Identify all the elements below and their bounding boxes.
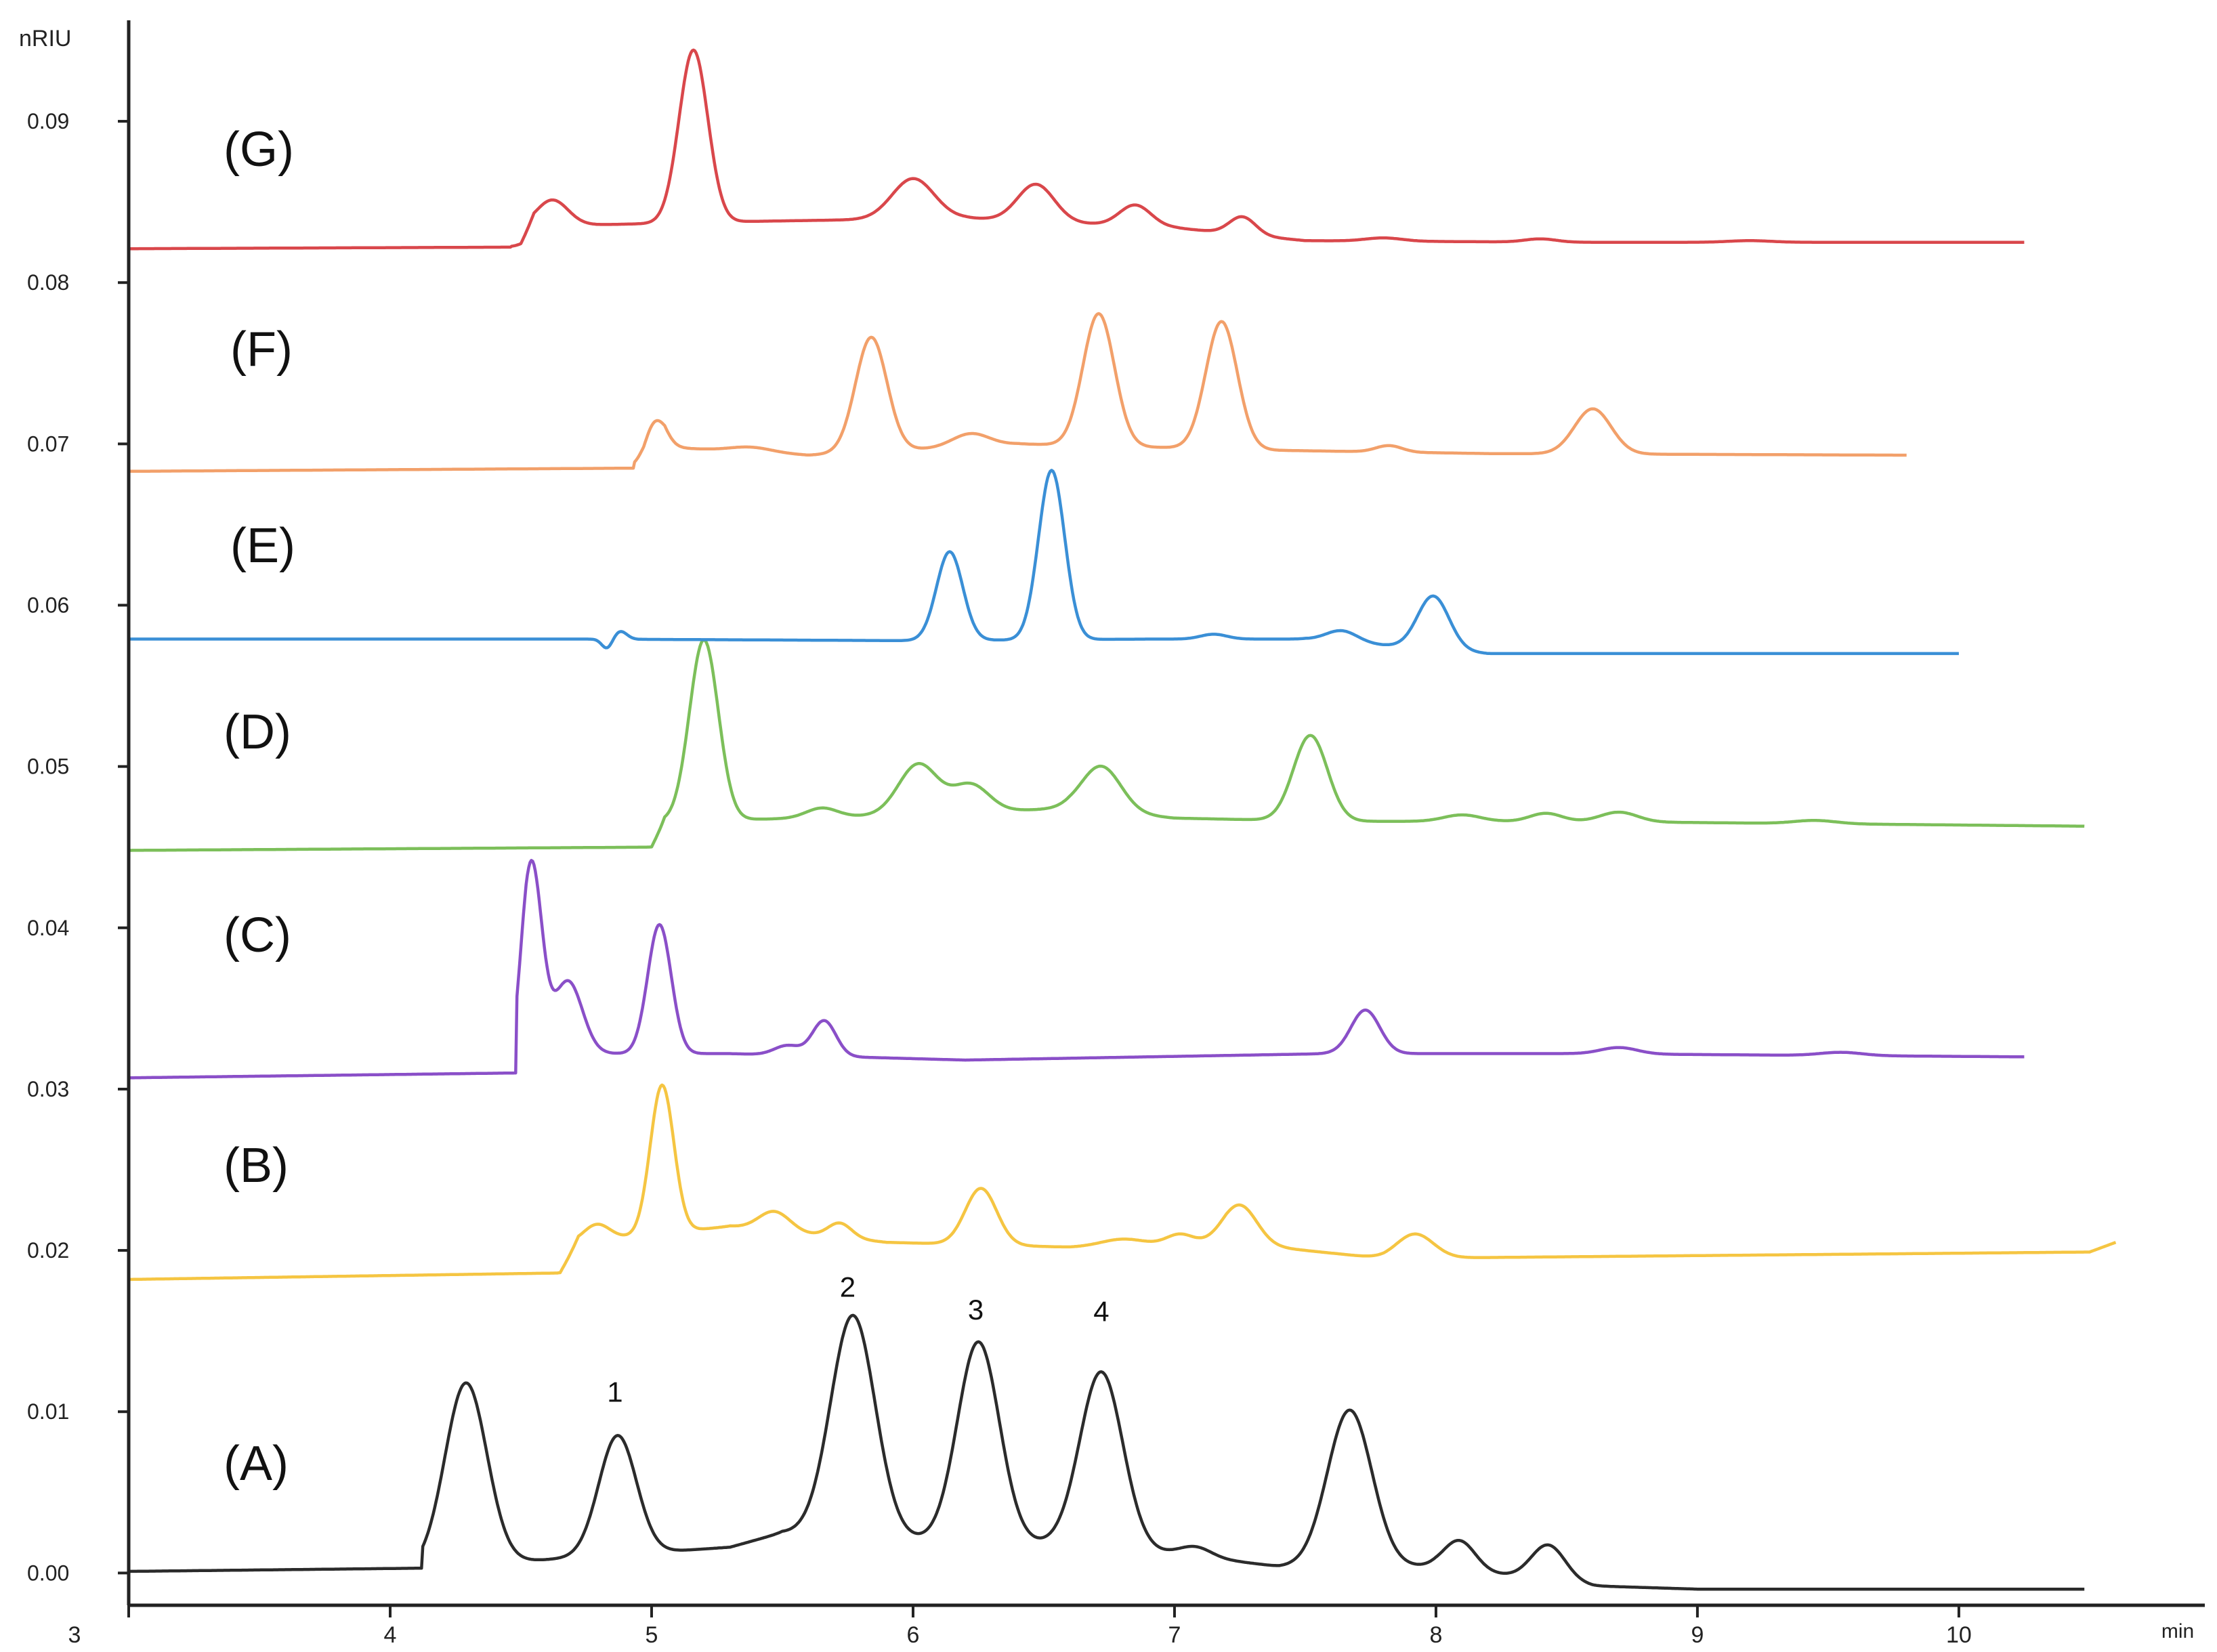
y-tick-label: 0.02 — [27, 1238, 69, 1263]
trace-label: (A) — [224, 1437, 289, 1491]
trace-label: (B) — [224, 1139, 289, 1193]
x-tick-label: 7 — [1168, 1622, 1181, 1648]
y-tick-label: 0.09 — [27, 109, 69, 133]
peak-number-label: 3 — [968, 1294, 984, 1326]
peak-number-label: 1 — [607, 1376, 622, 1407]
trace-a — [128, 1313, 2085, 1591]
y-tick-label: 0.01 — [27, 1399, 69, 1424]
x-tick-label: 10 — [1946, 1622, 1972, 1648]
trace-label: (C) — [224, 908, 291, 962]
trace-labels: (A) (B) (C) (D) (E) (F) (G) — [224, 123, 295, 1491]
trace-label: (E) — [230, 519, 295, 573]
y-tick-label: 0.08 — [27, 270, 69, 295]
trace-b — [128, 1083, 2117, 1282]
y-tick-label: 0.07 — [27, 431, 69, 456]
y-axis-ticks: 0.00 0.01 0.02 0.03 0.04 0.05 0.06 0.07 0.08 0.09 — [27, 109, 129, 1585]
trace-c — [128, 859, 2025, 1080]
axes-layer: nRIU min — [19, 20, 2205, 1643]
trace-label: (G) — [224, 123, 294, 177]
peak-labels: 1 2 3 4 — [607, 1271, 1109, 1408]
trace-e — [128, 469, 1960, 656]
trace-d — [128, 638, 2085, 852]
y-tick-label: 0.03 — [27, 1077, 69, 1101]
x-tick-label: 3 — [68, 1622, 81, 1648]
x-axis-ticks: 3 4 5 6 7 8 9 10 — [68, 1605, 1972, 1648]
y-tick-label: 0.06 — [27, 593, 69, 618]
x-tick-label: 8 — [1429, 1622, 1442, 1648]
peak-number-label: 2 — [840, 1271, 856, 1303]
x-axis-unit-label: min — [2161, 1620, 2194, 1643]
x-tick-label: 6 — [907, 1622, 920, 1648]
x-tick-label: 9 — [1691, 1622, 1704, 1648]
peak-number-label: 4 — [1093, 1295, 1109, 1327]
trace-label: (D) — [224, 705, 291, 759]
y-tick-label: 0.05 — [27, 755, 69, 779]
trace-layer — [128, 48, 2117, 1591]
x-tick-label: 5 — [646, 1622, 658, 1648]
y-tick-label: 0.04 — [27, 916, 69, 940]
y-tick-label: 0.00 — [27, 1561, 69, 1585]
trace-g — [128, 48, 2025, 251]
trace-label: (F) — [230, 322, 293, 377]
y-axis-unit-label: nRIU — [19, 26, 71, 51]
x-tick-label: 4 — [384, 1622, 397, 1648]
trace-f — [128, 312, 1907, 473]
